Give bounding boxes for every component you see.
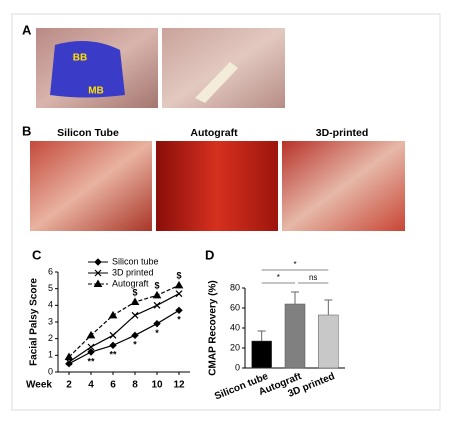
- significance: *: [277, 273, 280, 282]
- marker: [109, 341, 117, 350]
- x-tick-label: 12: [173, 380, 185, 391]
- y-tick-label: 0: [48, 366, 53, 376]
- x-tick-label: 6: [110, 380, 116, 391]
- photo: [30, 141, 152, 231]
- series-line: [68, 309, 180, 365]
- legend-marker: [94, 269, 102, 277]
- marker: [87, 343, 95, 351]
- legend-marker: [93, 279, 103, 287]
- photo-header: 3D-printed: [316, 127, 369, 139]
- error-bar: [324, 299, 333, 315]
- x-axis-label: Week: [26, 380, 52, 391]
- photo: [162, 28, 285, 108]
- y-axis-label: CMAP Recovery (%): [208, 280, 219, 375]
- legend-marker: [94, 258, 102, 266]
- marker: [131, 331, 139, 340]
- significance: *: [177, 315, 181, 325]
- bar: [251, 340, 272, 369]
- error-bar: [291, 291, 299, 304]
- marker: [86, 330, 96, 339]
- panel-label: C: [32, 247, 42, 262]
- implant: [195, 62, 238, 103]
- significance: *: [293, 260, 296, 269]
- significance: *: [155, 328, 159, 338]
- marker: [65, 359, 73, 368]
- y-tick-label: 5: [48, 283, 53, 293]
- y-tick-label: 40: [230, 322, 240, 332]
- y-tick-label: 6: [48, 266, 53, 276]
- nerve-label: MB: [88, 86, 104, 97]
- marker: [64, 352, 74, 360]
- y-tick-label: 3: [48, 316, 53, 326]
- y-tick-label: 20: [230, 342, 240, 352]
- marker: [109, 331, 117, 339]
- marker: [174, 280, 184, 289]
- bar: [284, 303, 306, 369]
- significance: $: [176, 271, 181, 281]
- x-tick-label: 4: [88, 380, 94, 391]
- y-tick-label: 4: [48, 300, 53, 310]
- bar: [318, 314, 339, 369]
- marker: [152, 290, 162, 299]
- x-tick-label: 10: [151, 380, 163, 391]
- significance: ns: [309, 273, 317, 282]
- y-tick-label: 0: [235, 362, 240, 372]
- legend-label: 3D printed: [112, 267, 154, 277]
- x-tick-label: 2: [66, 380, 72, 391]
- y-axis-label: Facial Palsy Score: [29, 278, 40, 366]
- marker: [131, 311, 139, 319]
- photo: [282, 141, 405, 231]
- y-tick-label: 2: [48, 333, 53, 343]
- panel-label: D: [205, 247, 214, 262]
- legend-label: Silicon tube: [112, 256, 159, 266]
- stain: [50, 41, 125, 98]
- frame: [11, 13, 441, 411]
- marker: [175, 306, 183, 315]
- marker: [153, 301, 161, 309]
- error-bar: [257, 330, 266, 341]
- y-tick-label: 1: [48, 350, 53, 360]
- photo-header: Autograft: [190, 127, 238, 139]
- y-tick-label: 60: [230, 302, 240, 312]
- marker: [175, 290, 183, 298]
- x-tick-label: 8: [132, 380, 138, 391]
- marker: [153, 319, 161, 328]
- nerve-label: BB: [73, 53, 87, 64]
- significance: **: [87, 356, 95, 366]
- panel-label: B: [22, 123, 31, 138]
- significance: $: [154, 281, 159, 291]
- significance: *: [133, 340, 137, 350]
- photo-header: Silicon Tube: [57, 127, 119, 139]
- marker: [130, 297, 140, 305]
- marker: [87, 348, 95, 356]
- significance: **: [109, 350, 117, 360]
- panel-label: A: [22, 22, 32, 37]
- marker: [108, 310, 118, 319]
- legend-label: Autograft: [112, 278, 149, 288]
- y-tick-label: 80: [230, 282, 240, 292]
- significance: $: [132, 287, 137, 297]
- series-line: [68, 284, 180, 358]
- series-line: [68, 293, 180, 363]
- photo: [156, 141, 278, 231]
